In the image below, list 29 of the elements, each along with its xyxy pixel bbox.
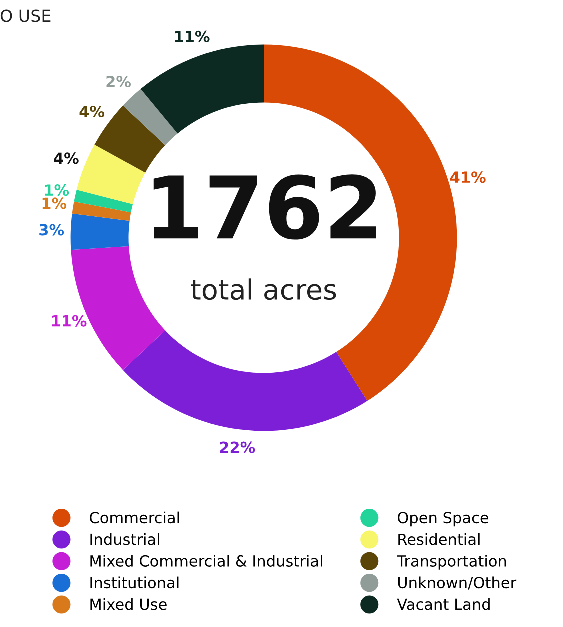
donut-slice bbox=[70, 214, 130, 250]
legend-label: Vacant Land bbox=[397, 598, 490, 610]
donut-slice bbox=[123, 89, 178, 146]
legend-label: Mixed Use bbox=[90, 598, 167, 610]
legend-label: Open Space bbox=[398, 512, 489, 527]
legend-label: Transportation bbox=[397, 555, 506, 570]
data-label: 1% bbox=[42, 198, 67, 210]
chart-title: O USE bbox=[0, 10, 51, 22]
data-label: 1% bbox=[45, 184, 70, 196]
donut-slice bbox=[74, 190, 134, 213]
data-label: 3% bbox=[40, 224, 64, 236]
data-label: 4% bbox=[54, 152, 79, 164]
data-label: 22% bbox=[220, 442, 256, 454]
data-label: 2% bbox=[106, 76, 132, 88]
donut-slice bbox=[123, 330, 368, 432]
legend-label: Residential bbox=[398, 533, 480, 546]
donut-slice bbox=[140, 44, 264, 134]
legend-label: Institutional bbox=[90, 576, 179, 589]
text: 1762 bbox=[154, 174, 376, 240]
legend-label: Industrial bbox=[90, 533, 160, 546]
data-label: 11% bbox=[175, 30, 210, 42]
legend-label: Commercial bbox=[90, 512, 180, 524]
data-label: 11% bbox=[52, 315, 87, 327]
legend-label: Mixed Commercial & Industrial bbox=[90, 555, 322, 567]
donut-slice bbox=[72, 202, 132, 222]
data-label: 41% bbox=[450, 172, 486, 184]
legend-label: Unknown/Other bbox=[398, 576, 517, 590]
text: total acres bbox=[191, 278, 336, 300]
data-label: 4% bbox=[80, 106, 105, 118]
